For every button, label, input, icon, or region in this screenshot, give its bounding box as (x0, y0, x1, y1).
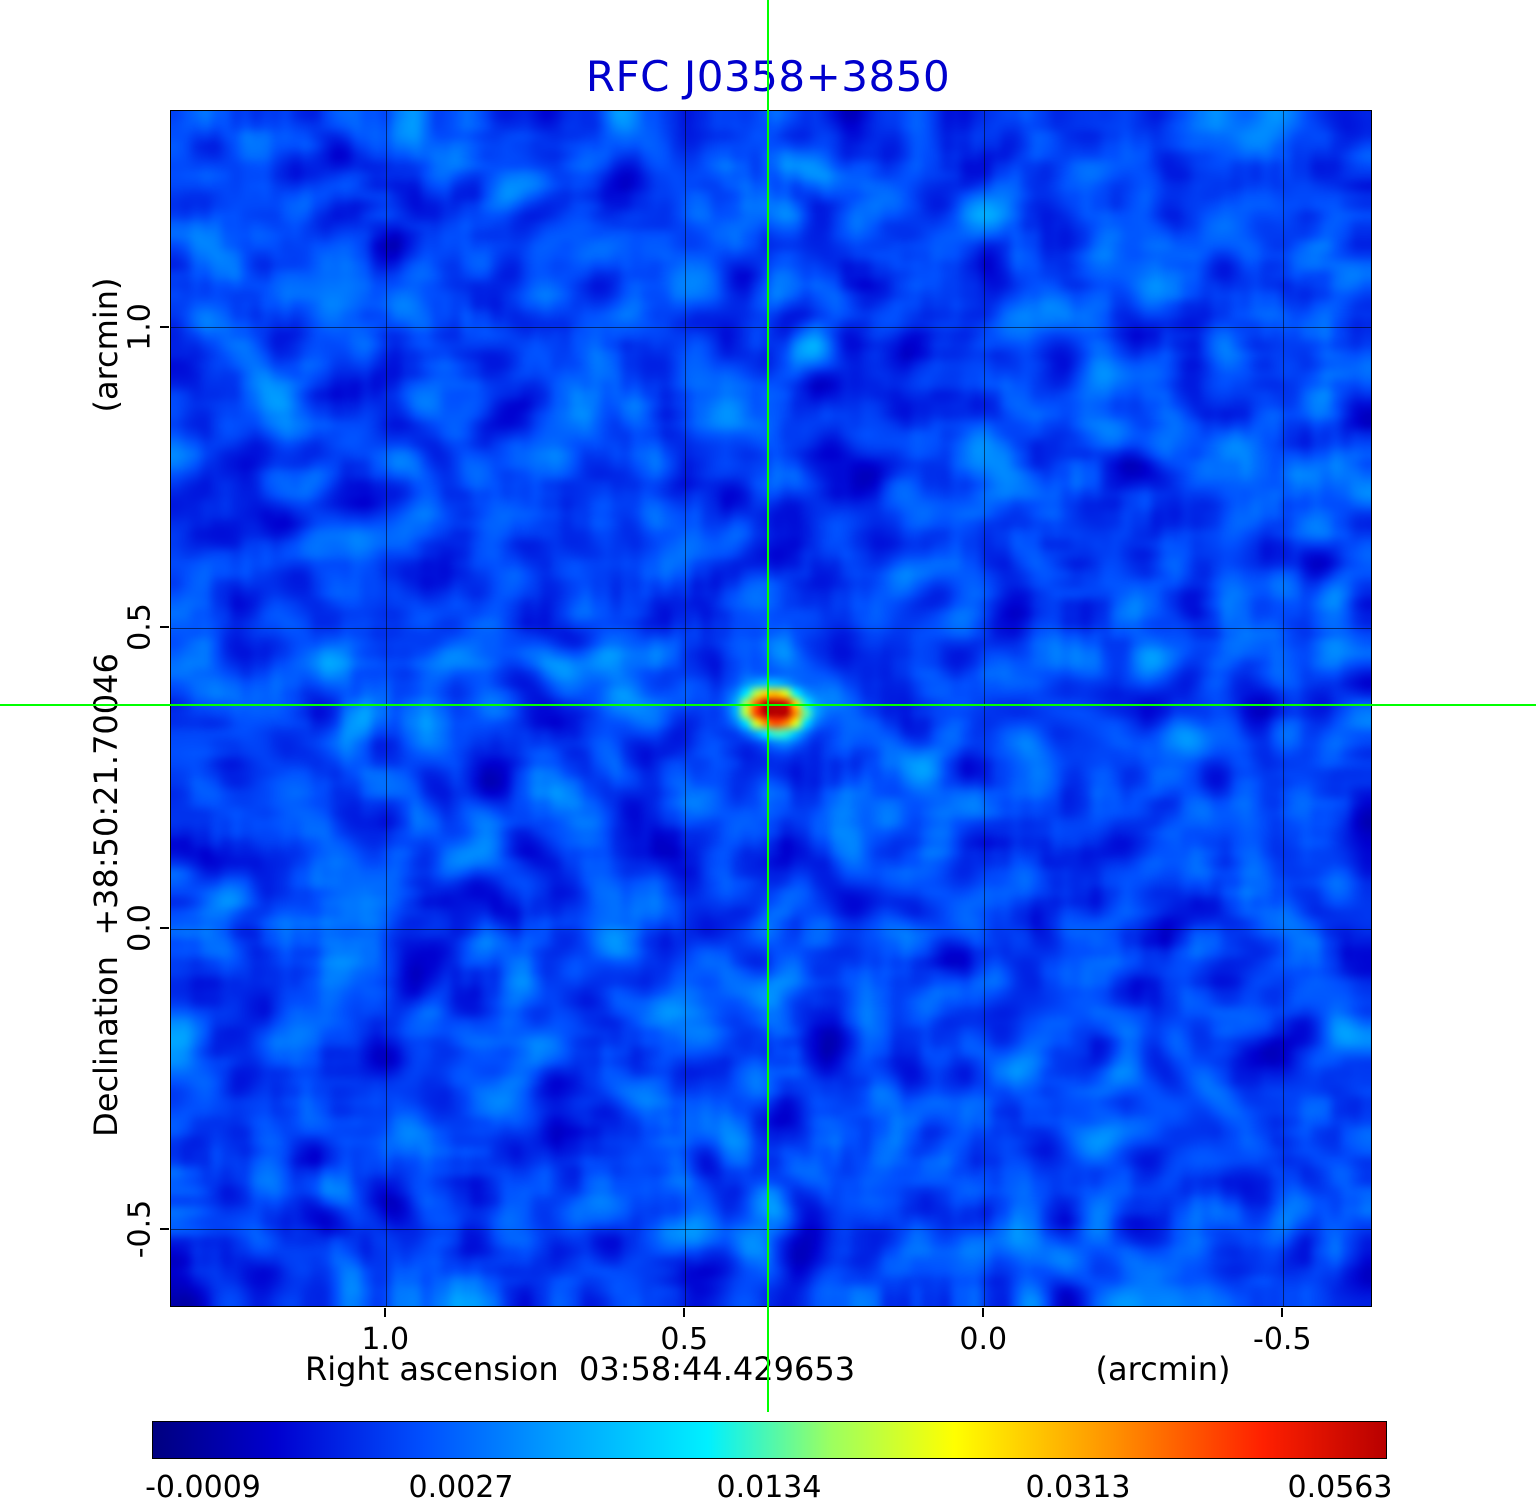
gridline-horizontal (171, 627, 1371, 629)
y-axis-label: Declination +38:50:21.70046 (87, 653, 125, 1137)
sky-map-plot (170, 110, 1372, 1307)
colorbar-tick-label: 0.0134 (716, 1470, 822, 1505)
gridline-horizontal (171, 928, 1371, 930)
y-tick-mark (160, 626, 169, 629)
gridline-vertical (1282, 111, 1284, 1306)
intensity-map-canvas (171, 111, 1371, 1306)
x-tick-mark (683, 1308, 686, 1317)
x-tick-mark (982, 1308, 985, 1317)
x-tick-label: 1.0 (361, 1322, 410, 1357)
x-axis-label: Right ascension 03:58:44.429653 (304, 1350, 856, 1388)
gridline-vertical (684, 111, 686, 1306)
x-tick-label: 0.5 (660, 1322, 709, 1357)
x-tick-label: 0.0 (959, 1322, 1008, 1357)
y-tick-mark (160, 927, 169, 930)
gridline-vertical (385, 111, 387, 1306)
y-tick-mark (160, 1227, 169, 1230)
colorbar-tick-label: 0.0313 (1025, 1470, 1131, 1505)
gridline-horizontal (171, 327, 1371, 329)
colorbar (152, 1421, 1387, 1459)
gridline-vertical (983, 111, 985, 1306)
colorbar-tick-label: -0.0009 (145, 1470, 261, 1505)
y-tick-label: 0.5 (122, 603, 158, 652)
x-tick-mark (1281, 1308, 1284, 1317)
x-axis-unit-label: (arcmin) (1095, 1350, 1231, 1388)
y-axis-unit-label: (arcmin) (87, 277, 125, 413)
colorbar-tick-label: 0.0027 (408, 1470, 514, 1505)
y-tick-mark (160, 325, 169, 328)
gridline-horizontal (171, 1229, 1371, 1231)
y-tick-label: 1.0 (122, 302, 158, 351)
crosshair-horizontal-line (0, 704, 1536, 707)
y-tick-label: 0.0 (122, 904, 158, 952)
colorbar-tick-label: 0.0563 (1287, 1470, 1393, 1505)
x-tick-mark (384, 1308, 387, 1317)
y-tick-label: -0.5 (122, 1199, 158, 1259)
x-tick-label: -0.5 (1253, 1322, 1312, 1357)
